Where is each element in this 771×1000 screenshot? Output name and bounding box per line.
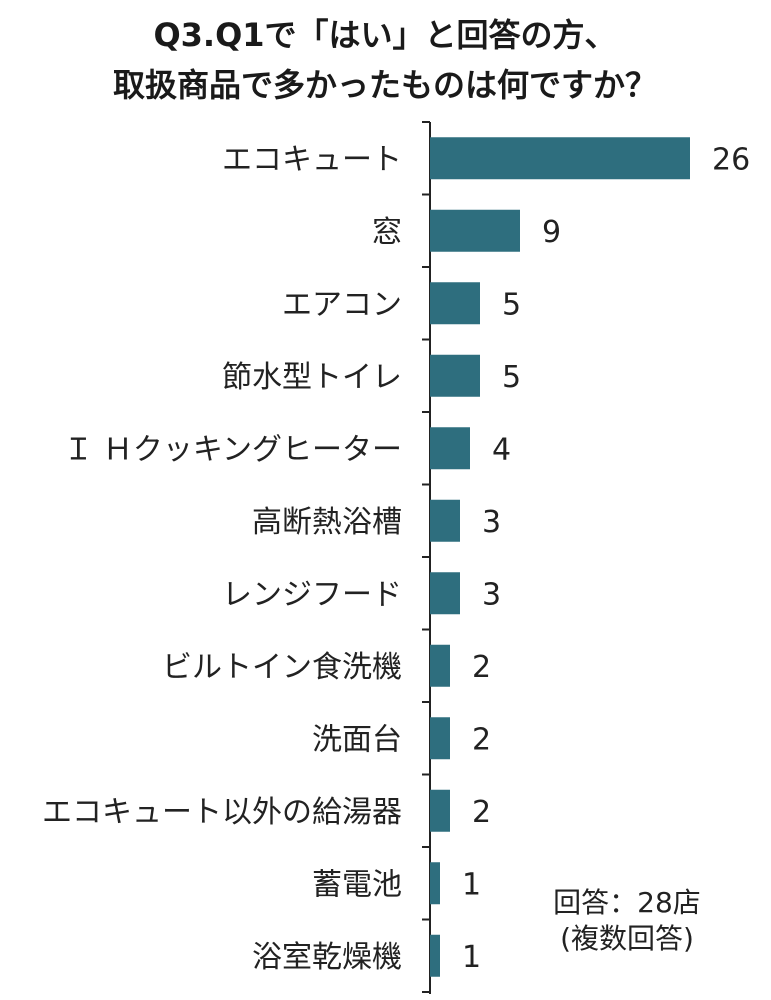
category-label: 蓄電池 bbox=[312, 867, 402, 902]
value-label: 3 bbox=[482, 505, 501, 540]
bar bbox=[430, 499, 460, 542]
value-labels: 26 9 5 5 4 3 3 2 2 2 1 1 bbox=[462, 142, 750, 975]
bar bbox=[430, 282, 480, 325]
category-label: Ｉ Ｈクッキングヒーター bbox=[63, 432, 402, 467]
bar bbox=[430, 644, 450, 687]
value-label: 9 bbox=[542, 215, 561, 250]
bar bbox=[430, 209, 520, 252]
value-label: 1 bbox=[462, 940, 481, 975]
bar bbox=[430, 862, 440, 905]
value-label: 26 bbox=[712, 142, 750, 177]
y-axis-ticks bbox=[422, 121, 430, 993]
bar bbox=[430, 572, 460, 615]
bar bbox=[430, 354, 480, 397]
bar bbox=[430, 427, 470, 470]
value-label: 5 bbox=[502, 287, 521, 322]
category-label: ビルトイン食洗機 bbox=[162, 650, 402, 685]
multiple-answer-note: (複数回答) bbox=[560, 922, 694, 955]
category-label: エコキュート以外の給湯器 bbox=[42, 795, 402, 830]
category-label: エアコン bbox=[282, 287, 402, 322]
bar bbox=[430, 789, 450, 832]
respondents-note: 回答：28店 bbox=[553, 886, 701, 919]
value-label: 3 bbox=[482, 577, 501, 612]
bar bbox=[430, 137, 690, 180]
category-label: 高断熱浴槽 bbox=[252, 505, 402, 540]
category-label: 窓 bbox=[372, 215, 402, 250]
category-label: 浴室乾燥機 bbox=[252, 940, 402, 975]
value-label: 2 bbox=[472, 650, 491, 685]
bars bbox=[430, 137, 690, 977]
bar bbox=[430, 934, 440, 977]
value-label: 5 bbox=[502, 360, 521, 395]
bar bbox=[430, 717, 450, 760]
value-label: 2 bbox=[472, 722, 491, 757]
value-label: 2 bbox=[472, 795, 491, 830]
chart-title-line-2: 取扱商品で多かったものは何ですか？ bbox=[113, 66, 657, 104]
category-label: エコキュート bbox=[222, 142, 402, 177]
category-label: 洗面台 bbox=[312, 722, 402, 757]
chart-title-line-1: Q3.Q1で「はい」と回答の方、 bbox=[153, 16, 616, 54]
value-label: 4 bbox=[492, 432, 511, 467]
category-label: 節水型トイレ bbox=[222, 360, 402, 395]
value-label: 1 bbox=[462, 867, 481, 902]
category-label: レンジフード bbox=[222, 577, 402, 612]
